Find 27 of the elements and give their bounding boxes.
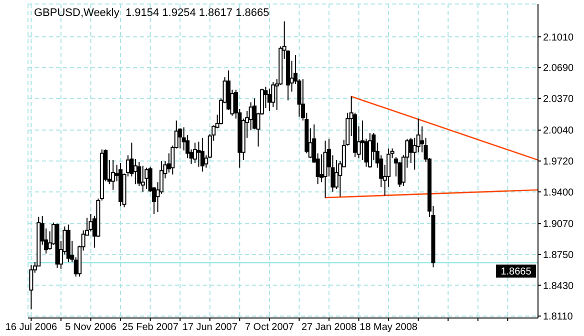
- y-tick-label: 2.0370: [543, 94, 574, 105]
- y-tick-label: 2.0040: [543, 126, 574, 137]
- x-tick-label: 17 Jun 2007: [182, 322, 238, 334]
- y-tick-label: 2.1010: [543, 32, 574, 44]
- x-tick-label: 27 Jan 2008: [301, 322, 357, 334]
- y-tick-label: 1.8110: [543, 312, 574, 323]
- candlestick: [196, 141, 201, 168]
- x-tick-label: 18 May 2008: [360, 322, 418, 334]
- ref-line-label: 1.8665: [500, 266, 532, 278]
- candlestick: [29, 264, 34, 310]
- x-tick-label: 16 Jul 2006: [5, 322, 58, 334]
- x-tick-label: 7 Oct 2007: [244, 322, 294, 334]
- y-tick-label: 1.9400: [543, 187, 574, 198]
- x-tick-label: 5 Nov 2006: [65, 322, 117, 334]
- y-tick-label: 2.0690: [543, 63, 574, 74]
- y-tick-label: 1.8750: [543, 250, 574, 261]
- candlestick: [271, 82, 276, 108]
- candlestick: [200, 137, 204, 172]
- candlestick: [111, 160, 116, 190]
- y-tick-label: 1.9720: [543, 156, 574, 168]
- candlestick: [192, 142, 197, 164]
- chart-title: GBPUSD,Weekly 1.9154 1.9254 1.8617 1.8665: [34, 7, 270, 19]
- x-tick-label: 25 Feb 2007: [122, 322, 179, 334]
- y-tick-label: 1.9070: [543, 219, 574, 230]
- y-tick-label: 1.8430: [543, 280, 574, 292]
- candlestick: [144, 167, 149, 190]
- candlestick: [140, 165, 145, 192]
